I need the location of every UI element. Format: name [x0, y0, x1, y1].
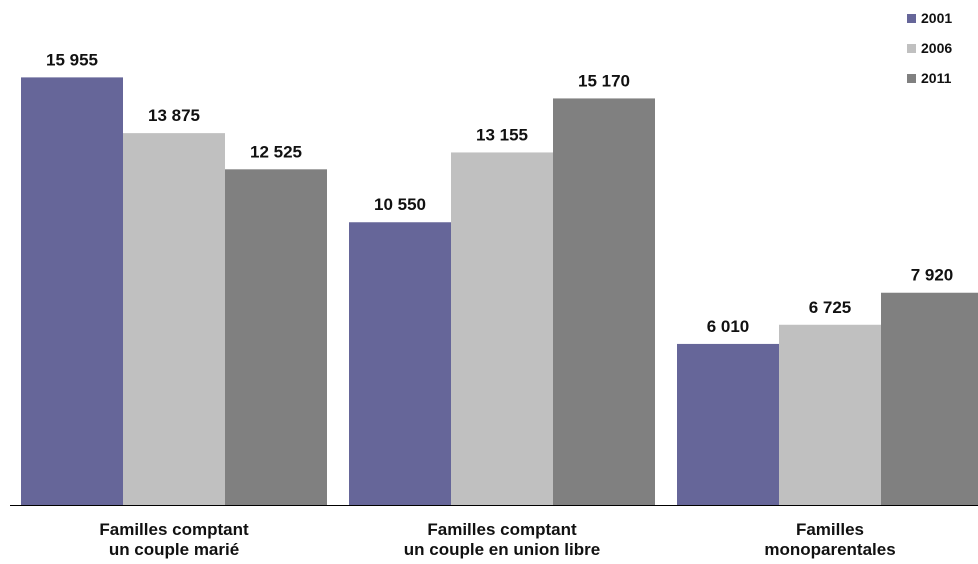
value-label-2001-2: 10 550	[374, 195, 426, 214]
bar-2006-1	[123, 133, 225, 505]
bar-2011-3	[881, 292, 978, 505]
category-label-3-line-1: Familles	[796, 520, 864, 539]
value-label-2011-1: 12 525	[250, 142, 302, 161]
value-label-2006-2: 13 155	[476, 125, 528, 144]
legend-label-2001: 2001	[921, 10, 952, 26]
bar-2006-2	[451, 152, 553, 505]
bar-2001-2	[349, 222, 451, 505]
value-label-2001-3: 6 010	[707, 317, 750, 336]
legend-swatch-2001	[907, 14, 916, 23]
legend-label-2011: 2011	[921, 70, 952, 86]
value-label-2011-2: 15 170	[578, 71, 630, 90]
bar-2001-3	[677, 343, 779, 505]
bars-group	[21, 77, 978, 506]
category-label-3-line-2: monoparentales	[764, 540, 895, 559]
value-label-2011-3: 7 920	[911, 266, 954, 285]
category-label-1-line-2: un couple marié	[109, 540, 239, 559]
category-label-2-line-1: Familles comptant	[427, 520, 577, 539]
legend: 2001 2006 2011	[907, 10, 952, 86]
category-label-2-line-2: un couple en union libre	[404, 540, 600, 559]
value-label-2001-1: 15 955	[46, 50, 98, 69]
value-label-2006-1: 13 875	[148, 106, 200, 125]
category-label-1-line-1: Familles comptant	[99, 520, 249, 539]
legend-label-2006: 2006	[921, 40, 952, 56]
bar-2011-1	[225, 169, 327, 506]
bar-2001-1	[21, 77, 123, 506]
legend-swatch-2011	[907, 74, 916, 83]
value-label-2006-3: 6 725	[809, 298, 852, 317]
bar-2006-3	[779, 324, 881, 505]
bar-2011-2	[553, 98, 655, 505]
value-labels-group: 15 955 13 875 12 525 10 550 13 155 15 170 6 01…	[46, 50, 953, 336]
legend-swatch-2006	[907, 44, 916, 53]
